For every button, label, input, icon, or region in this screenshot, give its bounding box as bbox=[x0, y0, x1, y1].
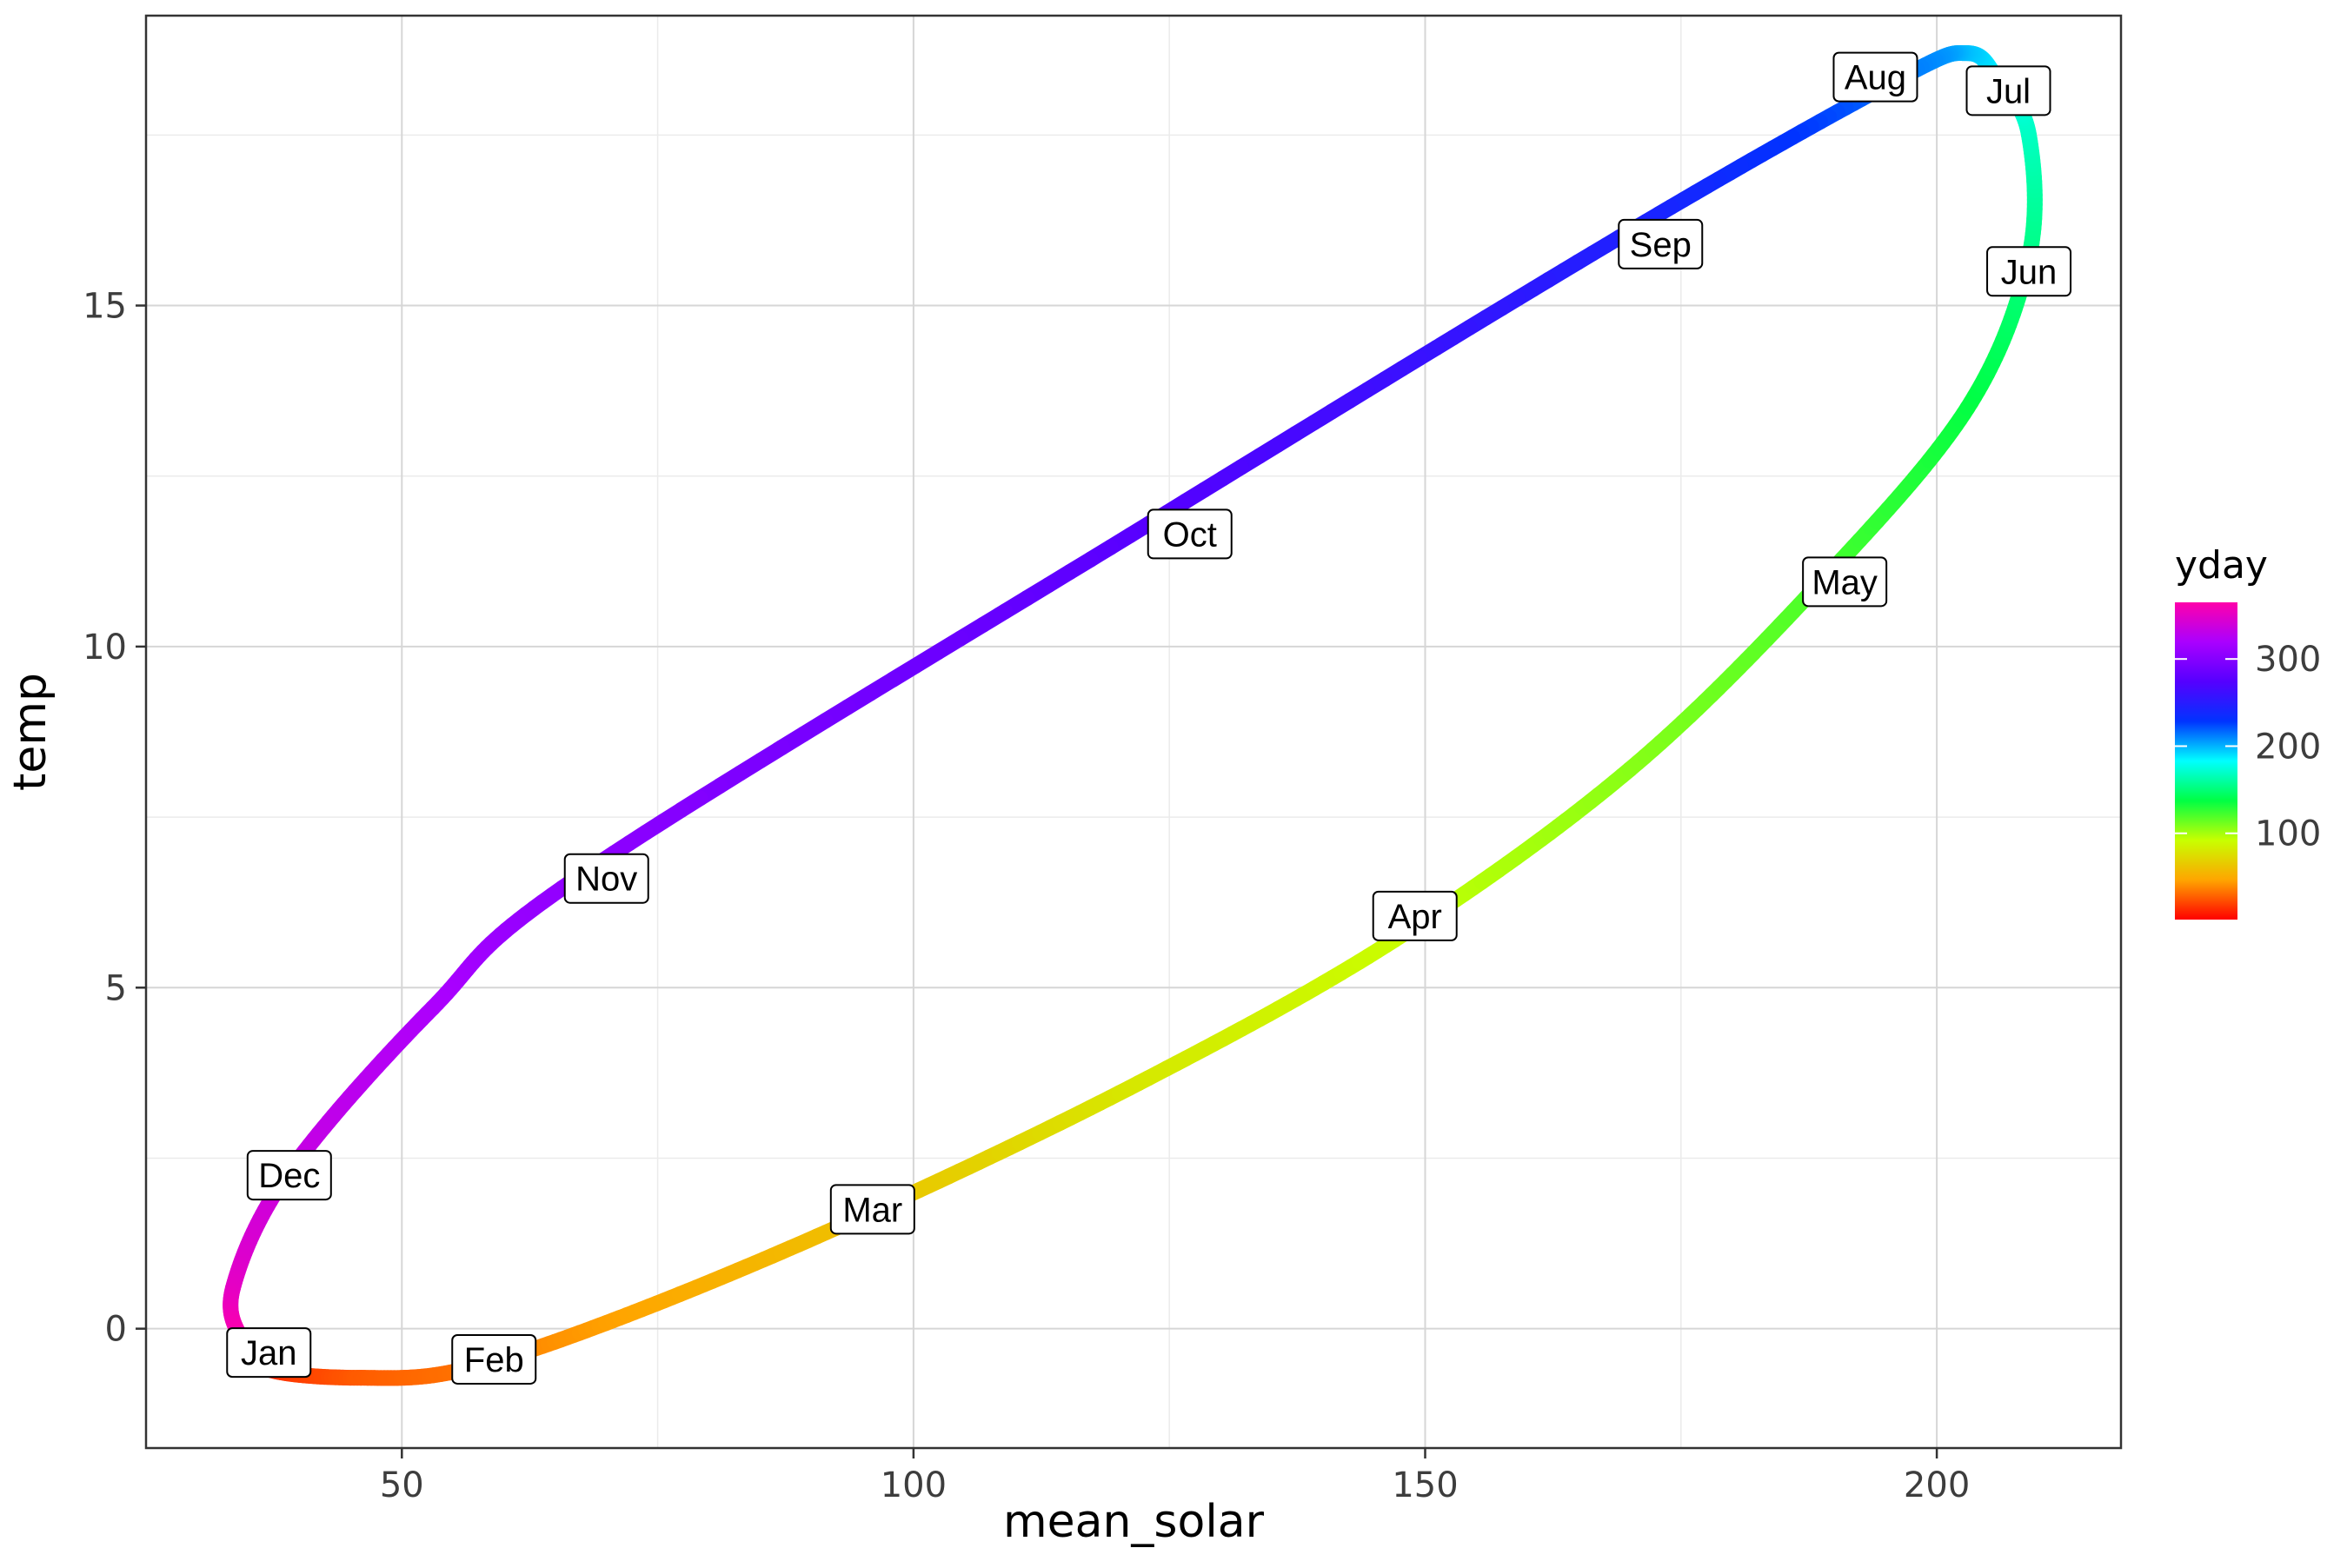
month-label-text: Jul bbox=[1986, 72, 2031, 110]
month-label: Sep bbox=[1619, 220, 1702, 269]
month-label-text: Sep bbox=[1630, 226, 1692, 264]
x-tick-label: 150 bbox=[1392, 1465, 1458, 1505]
month-label-text: Mar bbox=[842, 1191, 902, 1229]
month-label: Dec bbox=[248, 1151, 331, 1199]
legend-tick-label: 300 bbox=[2255, 640, 2321, 680]
month-label-text: Apr bbox=[1388, 898, 1442, 936]
y-tick-label: 15 bbox=[83, 287, 127, 327]
legend-title: yday bbox=[2175, 543, 2268, 588]
month-label: Jan bbox=[227, 1328, 310, 1377]
month-label: Aug bbox=[1833, 53, 1917, 102]
y-tick-label: 5 bbox=[105, 968, 127, 1008]
x-tick-label: 200 bbox=[1904, 1465, 1970, 1505]
month-label-text: Dec bbox=[258, 1157, 320, 1195]
legend-tick-label: 100 bbox=[2255, 814, 2321, 854]
month-label: Nov bbox=[565, 854, 648, 903]
month-label: Apr bbox=[1373, 892, 1457, 940]
month-label: Jun bbox=[1987, 247, 2071, 296]
month-label-text: May bbox=[1812, 563, 1878, 601]
month-label-text: Jun bbox=[2001, 253, 2058, 291]
legend-tick-label: 200 bbox=[2255, 727, 2321, 767]
month-label-text: Feb bbox=[464, 1341, 524, 1379]
y-tick-label: 10 bbox=[83, 628, 127, 668]
x-tick-label: 100 bbox=[881, 1465, 947, 1505]
month-label: Feb bbox=[452, 1335, 535, 1384]
month-label-text: Nov bbox=[575, 860, 637, 899]
month-label: Mar bbox=[831, 1185, 914, 1233]
month-label-text: Aug bbox=[1845, 59, 1906, 97]
month-label-text: Oct bbox=[1163, 515, 1217, 554]
x-tick-label: 50 bbox=[380, 1465, 424, 1505]
x-axis-title: mean_solar bbox=[1003, 1496, 1265, 1548]
y-axis-title: temp bbox=[4, 673, 57, 791]
month-label-text: Jan bbox=[241, 1334, 297, 1372]
legend-colorbar bbox=[2175, 602, 2237, 920]
y-tick-label: 0 bbox=[105, 1310, 127, 1350]
month-label: May bbox=[1803, 557, 1886, 606]
month-label: Jul bbox=[1967, 66, 2051, 115]
month-label: Oct bbox=[1148, 509, 1232, 558]
